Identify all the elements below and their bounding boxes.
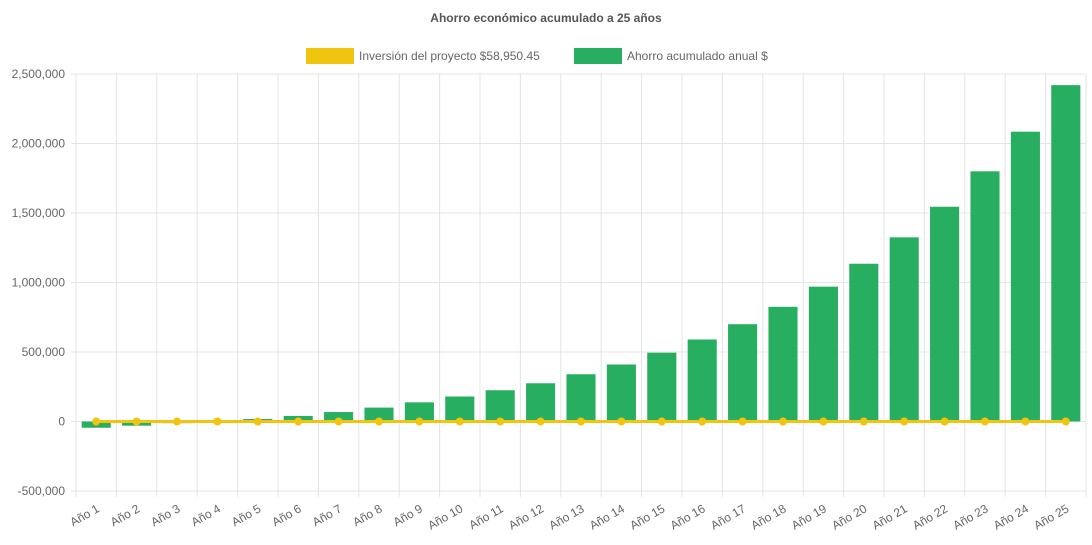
bar[interactable] (808, 286, 838, 422)
x-tick-label: Año 19 (789, 501, 829, 532)
x-tick-label: Año 20 (829, 501, 869, 532)
x-tick-label: Año 10 (425, 501, 465, 532)
x-tick-label: Año 7 (310, 501, 344, 529)
x-tick-label: Año 1 (68, 501, 102, 529)
legend-swatch-savings (574, 48, 622, 64)
bar[interactable] (526, 383, 556, 422)
bar[interactable] (930, 206, 960, 422)
line-point[interactable] (779, 417, 787, 426)
line-point[interactable] (1021, 417, 1030, 426)
bar-series (81, 85, 1081, 428)
bar[interactable] (970, 171, 1000, 422)
bar[interactable] (768, 306, 798, 422)
line-point[interactable] (253, 417, 262, 426)
x-tick-label: Año 2 (108, 501, 142, 529)
x-tick-label: Año 12 (506, 501, 546, 532)
line-point[interactable] (536, 417, 545, 426)
line-point[interactable] (738, 417, 747, 426)
x-tick-label: Año 13 (547, 501, 587, 532)
x-tick-label: Año 24 (991, 501, 1031, 532)
bar[interactable] (687, 339, 717, 422)
bar[interactable] (485, 390, 515, 422)
line-point[interactable] (577, 417, 585, 426)
x-tick-label: Año 18 (749, 501, 789, 532)
line-point[interactable] (657, 417, 666, 426)
bar[interactable] (404, 402, 434, 422)
line-point[interactable] (617, 417, 626, 426)
y-tick-label: 2,500,000 (12, 67, 66, 81)
x-tick-label: Año 5 (229, 501, 263, 529)
y-axis: 2,500,000 2,000,000 1,500,000 1,000,000 500,… (12, 67, 66, 498)
line-point[interactable] (1061, 417, 1070, 426)
line-point[interactable] (900, 417, 909, 426)
x-tick-label: Año 9 (391, 501, 425, 529)
y-tick-label: 500,000 (22, 345, 66, 359)
x-tick-label: Año 22 (910, 501, 950, 532)
x-tick-label: Año 21 (870, 501, 910, 532)
legend[interactable]: Inversión del proyecto $58,950.45 Ahorro… (306, 48, 768, 64)
y-tick-label: -500,000 (18, 484, 66, 498)
legend-swatch-investment (306, 48, 354, 64)
line-point[interactable] (334, 417, 343, 426)
y-tick-label: 1,000,000 (12, 276, 66, 290)
line-point[interactable] (698, 417, 707, 426)
line-point[interactable] (375, 417, 383, 426)
x-axis: Año 1 Año 2 Año 3 Año 4 Año 5 Año 6 Año 7 Año 8… (68, 501, 1072, 532)
bar[interactable] (606, 364, 636, 422)
bar[interactable] (445, 396, 475, 422)
line-point[interactable] (859, 417, 868, 426)
line-point[interactable] (173, 417, 181, 426)
x-tick-label: Año 6 (270, 501, 304, 529)
legend-label-savings: Ahorro acumulado anual $ (627, 49, 768, 63)
line-series (92, 417, 1070, 426)
line-point[interactable] (981, 417, 989, 426)
bar[interactable] (364, 407, 394, 422)
bar[interactable] (324, 412, 354, 422)
line-point[interactable] (92, 417, 101, 426)
bar[interactable] (1051, 85, 1081, 422)
line-point[interactable] (213, 417, 222, 426)
line-point[interactable] (819, 417, 828, 426)
bar[interactable] (647, 352, 677, 422)
bar[interactable] (728, 324, 758, 422)
line-point[interactable] (132, 417, 141, 426)
y-tick-label: 1,500,000 (12, 206, 66, 220)
line-point[interactable] (496, 417, 505, 426)
x-tick-label: Año 16 (668, 501, 708, 532)
x-tick-label: Año 4 (189, 501, 223, 529)
x-tick-label: Año 3 (148, 501, 182, 529)
x-tick-label: Año 11 (467, 501, 506, 532)
line-point[interactable] (294, 417, 303, 426)
line-point[interactable] (415, 417, 424, 426)
bar[interactable] (1010, 131, 1040, 422)
x-tick-label: Año 8 (350, 501, 384, 529)
bar[interactable] (566, 374, 596, 422)
bar[interactable] (849, 263, 879, 422)
legend-label-investment: Inversión del proyecto $58,950.45 (359, 49, 540, 63)
line-point[interactable] (940, 417, 949, 426)
x-tick-label: Año 25 (1031, 501, 1071, 532)
x-tick-label: Año 15 (627, 501, 667, 532)
y-tick-label: 0 (58, 415, 65, 429)
x-tick-label: Año 14 (587, 501, 627, 532)
bar[interactable] (889, 237, 919, 422)
x-tick-label: Año 23 (951, 501, 991, 532)
x-tick-label: Año 17 (708, 501, 748, 532)
line-point[interactable] (455, 417, 464, 426)
y-tick-label: 2,000,000 (12, 137, 66, 151)
chart-title: Ahorro económico acumulado a 25 años (430, 11, 662, 25)
